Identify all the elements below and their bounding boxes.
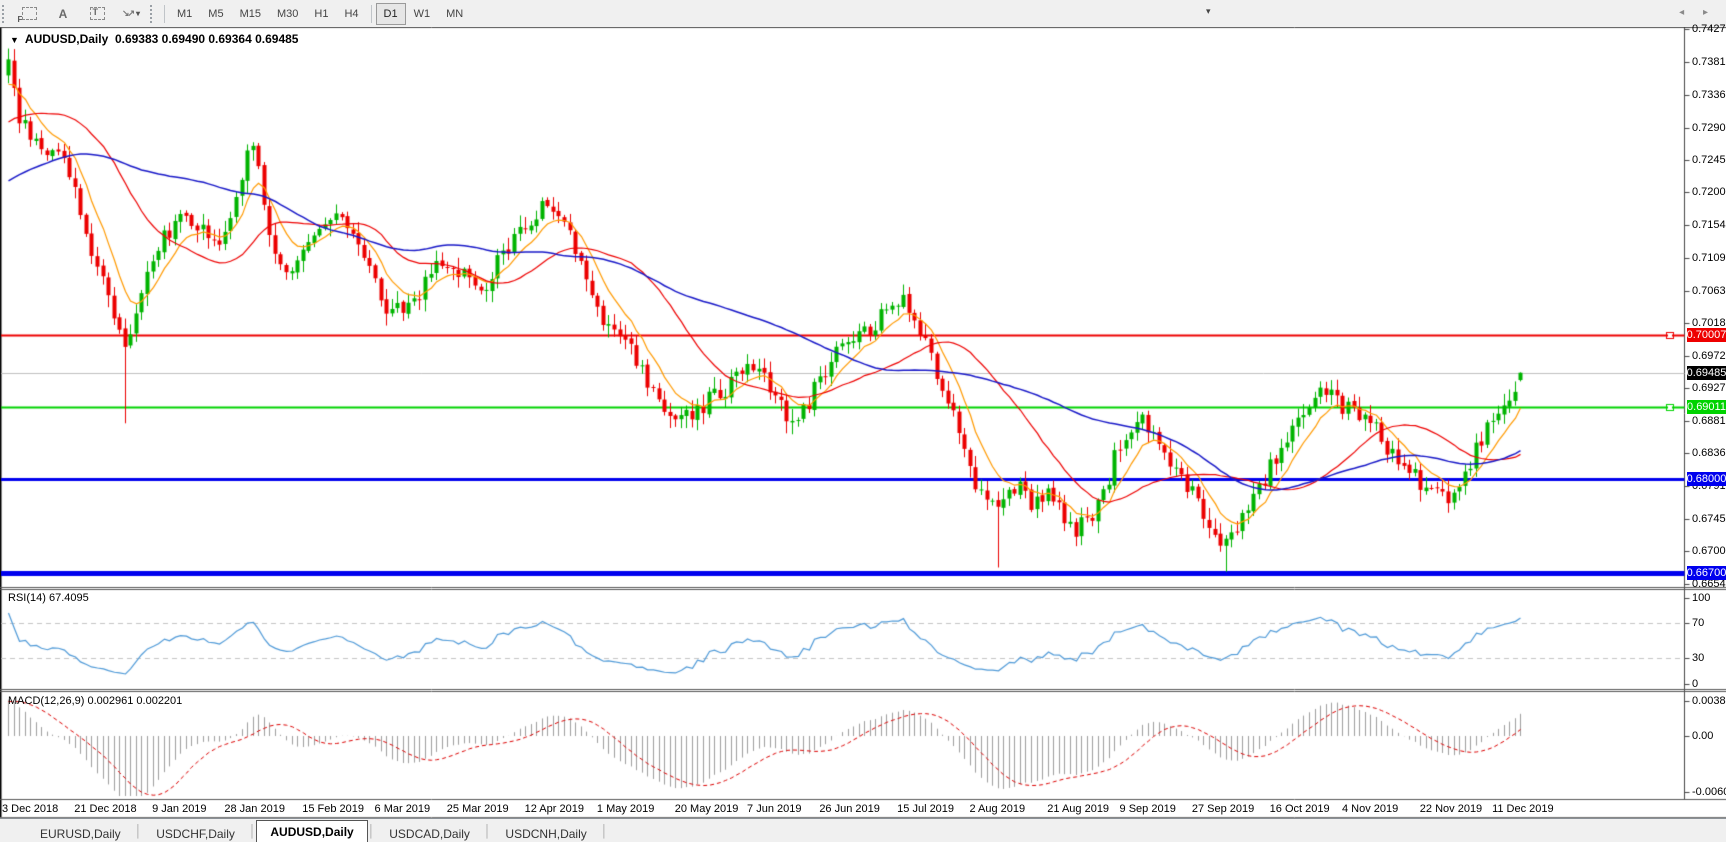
date-axis-label: 15 Feb 2019 xyxy=(302,803,365,815)
macd-indicator-label: MACD(12,26,9) 0.002961 0.002201 xyxy=(8,695,183,707)
level-price-label: 0.69011 xyxy=(1687,399,1726,414)
date-axis-label: 7 Jun 2019 xyxy=(747,803,802,815)
text-box-icon: T xyxy=(89,7,105,20)
letter-a-icon: A xyxy=(58,6,68,21)
rsi-axis-tick: 100 xyxy=(1692,591,1711,604)
chevron-down-icon: ▾ xyxy=(136,9,141,18)
toolbar-separator xyxy=(370,4,372,23)
timeframe-button-m15[interactable]: M15 xyxy=(239,7,261,20)
price-axis-tick: 0.66540 xyxy=(1692,578,1726,590)
date-axis-label: 9 Jan 2019 xyxy=(152,803,207,815)
date-axis-label: 20 May 2019 xyxy=(674,803,739,815)
timeframe-button-h1[interactable]: H1 xyxy=(314,7,329,20)
current-price-label: 0.69485 xyxy=(1686,365,1726,380)
toolbar-overflow-button[interactable]: ▾ xyxy=(1206,6,1211,16)
chart-tab-usdcnh[interactable]: USDCNH,Daily xyxy=(505,826,587,841)
date-axis-label: 12 Apr 2019 xyxy=(524,803,584,815)
text-tool-button[interactable]: A xyxy=(46,3,80,25)
timeframe-button-m30[interactable]: M30 xyxy=(276,7,299,20)
date-axis-label: 25 Mar 2019 xyxy=(446,803,509,815)
date-axis-label: 11 Dec 2019 xyxy=(1492,803,1554,815)
timeframe-button-m1[interactable]: M1 xyxy=(177,7,193,20)
timeframe-button-group: M1 M5 M15 M30 H1 H4 D1 W1 MN xyxy=(169,2,471,25)
rsi-axis-tick: 70 xyxy=(1692,617,1705,630)
chart-tab-audusd[interactable]: AUDUSD,Daily xyxy=(256,820,368,842)
crosshair-tool-button[interactable]: F xyxy=(12,3,46,25)
timeframe-group-handle[interactable] xyxy=(150,4,156,23)
macd-axis-tick: -0.006087 xyxy=(1692,786,1726,798)
date-axis-label: 2 Aug 2019 xyxy=(969,803,1026,815)
dashed-selection-icon: F xyxy=(18,7,37,24)
chart-tab-eurusd[interactable]: EURUSD,Daily xyxy=(40,826,121,841)
chart-tab-bar: EURUSD,Daily │ USDCHF,Daily │ AUDUSD,Daily │ U… xyxy=(0,818,1726,842)
arrows-tool-button[interactable]: ↘↗ ▾ xyxy=(114,3,148,25)
level-price-label: 0.66700 xyxy=(1686,565,1726,580)
tab-separator: │ xyxy=(248,824,257,838)
rsi-axis-tick: 30 xyxy=(1692,652,1705,665)
timeframe-button-d1[interactable]: D1 xyxy=(375,2,406,25)
date-axis-label: 21 Dec 2018 xyxy=(74,803,137,815)
date-axis-label: 27 Sep 2019 xyxy=(1191,803,1255,815)
macd-axis-tick: 0.003804 xyxy=(1692,695,1726,707)
chart-window: ▼ AUDUSD,Daily 0.69383 0.69490 0.69364 0.… xyxy=(0,23,1726,818)
timeframe-button-h4[interactable]: H4 xyxy=(344,7,359,20)
chart-title: ▼ AUDUSD,Daily 0.69383 0.69490 0.69364 0.… xyxy=(10,32,298,46)
arrows-icon: ↘↗ xyxy=(121,8,135,18)
chart-symbol-period: AUDUSD,Daily xyxy=(24,32,109,46)
level-price-label: 0.68000 xyxy=(1686,472,1726,487)
date-axis-label: 21 Aug 2019 xyxy=(1047,803,1110,815)
rsi-axis-tick: 0 xyxy=(1692,678,1699,690)
chart-tab-usdchf[interactable]: USDCHF,Daily xyxy=(156,826,235,841)
date-axis-label: 1 May 2019 xyxy=(596,803,655,815)
toolbar-drag-handle[interactable] xyxy=(2,4,8,23)
text-label-tool-button[interactable]: T xyxy=(80,3,114,25)
tab-separator: │ xyxy=(367,824,376,838)
date-axis-label: 4 Nov 2019 xyxy=(1341,803,1399,815)
chart-canvas[interactable] xyxy=(0,27,1726,818)
date-axis-label: 9 Sep 2019 xyxy=(1119,803,1176,815)
level-price-label: 0.70007 xyxy=(1686,328,1726,343)
date-axis-label: 28 Jan 2019 xyxy=(224,803,285,815)
date-axis-label: 15 Jul 2019 xyxy=(897,803,955,815)
date-axis-label: 16 Oct 2019 xyxy=(1269,803,1330,815)
date-axis-label: 3 Dec 2018 xyxy=(2,803,59,815)
date-axis-label: 26 Jun 2019 xyxy=(819,803,880,815)
timeframe-button-m5[interactable]: M5 xyxy=(208,7,224,20)
tab-separator: │ xyxy=(600,824,609,838)
collapse-triangle-icon[interactable]: ▼ xyxy=(10,35,19,45)
toolbar-separator xyxy=(164,4,165,23)
chart-ohlc-values: 0.69383 0.69490 0.69364 0.69485 xyxy=(114,32,299,46)
top-toolbar: F A T ↘↗ ▾ M1 M5 M15 M30 H1 H4 D1 W1 MN xyxy=(0,0,1726,28)
tab-scroll-arrows[interactable]: ◂ ▸ xyxy=(1679,7,1716,18)
rsi-indicator-label: RSI(14) 67.4095 xyxy=(8,592,89,604)
date-axis-label: 22 Nov 2019 xyxy=(1419,803,1483,815)
timeframe-button-mn[interactable]: MN xyxy=(446,7,464,20)
chart-tab-usdcad[interactable]: USDCAD,Daily xyxy=(389,826,470,841)
tab-separator: │ xyxy=(483,824,492,838)
timeframe-button-w1[interactable]: W1 xyxy=(413,7,431,20)
macd-axis-tick: 0.00 xyxy=(1692,730,1714,742)
tab-separator: │ xyxy=(134,824,143,838)
date-axis-label: 6 Mar 2019 xyxy=(374,803,431,815)
